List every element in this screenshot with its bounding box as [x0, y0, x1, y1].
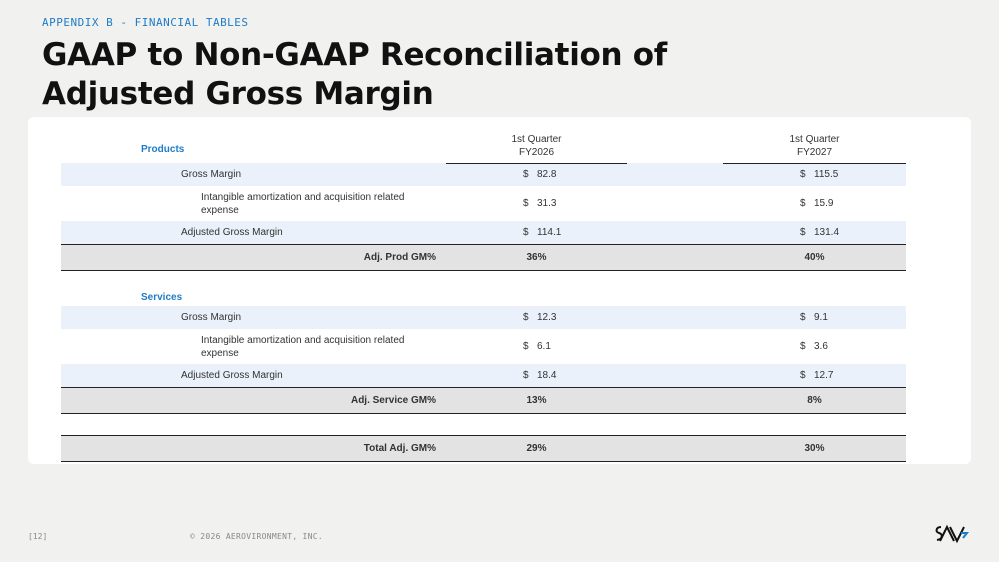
- copyright-text: © 2026 AEROVIRONMENT, INC.: [190, 532, 324, 541]
- summary-label: Adj. Service GM%: [61, 386, 446, 414]
- page-number: [12]: [28, 532, 48, 541]
- value-q1: $31.3: [523, 198, 557, 209]
- table-row: Gross Margin $82.8 $115.5: [61, 163, 906, 186]
- summary-value-q2: 40%: [723, 243, 906, 271]
- table-row: Intangible amortization and acquisition …: [61, 186, 906, 221]
- value-q1: $114.1: [446, 221, 627, 244]
- summary-row-services: Adj. Service GM% 13% 8%: [61, 386, 906, 414]
- summary-value-q2: 8%: [723, 386, 906, 414]
- reconciliation-card: Products 1st Quarter FY2026 1st Quarter …: [28, 117, 971, 464]
- products-section-label: Products: [141, 144, 185, 155]
- services-header-row: Services: [61, 283, 906, 306]
- total-value-q2: 30%: [723, 434, 906, 462]
- page-title: GAAP to Non-GAAP Reconciliation of Adjus…: [42, 37, 667, 112]
- value-q2: $3.6: [800, 341, 828, 352]
- row-label: Adjusted Gross Margin: [61, 221, 446, 244]
- value-q1: $12.3: [446, 306, 627, 329]
- total-value-q1: 29%: [446, 434, 627, 462]
- value-q2: $9.1: [723, 306, 906, 329]
- row-label: Adjusted Gross Margin: [61, 364, 446, 387]
- value-q1: $18.4: [446, 364, 627, 387]
- value-q1: $82.8: [446, 163, 627, 186]
- summary-value-q1: 36%: [446, 243, 627, 271]
- table-header-row: Products 1st Quarter FY2026 1st Quarter …: [61, 130, 906, 164]
- table-row: Gross Margin $12.3 $9.1: [61, 306, 906, 329]
- summary-value-q1: 13%: [446, 386, 627, 414]
- column-header-q2: 1st Quarter FY2027: [723, 130, 906, 164]
- column-header-q1: 1st Quarter FY2026: [446, 130, 627, 164]
- row-label: Gross Margin: [61, 163, 446, 186]
- summary-row-products: Adj. Prod GM% 36% 40%: [61, 243, 906, 271]
- reconciliation-table: Products 1st Quarter FY2026 1st Quarter …: [61, 130, 906, 462]
- summary-label: Adj. Prod GM%: [61, 243, 446, 271]
- table-row: Adjusted Gross Margin $18.4 $12.7: [61, 364, 906, 387]
- row-label: Intangible amortization and acquisition …: [201, 191, 405, 216]
- row-label: Gross Margin: [61, 306, 446, 329]
- services-section-label: Services: [141, 292, 183, 303]
- aerovironment-logo-icon: [935, 524, 970, 544]
- total-label: Total Adj. GM%: [61, 434, 446, 462]
- value-q1: $6.1: [523, 341, 551, 352]
- section-eyebrow: APPENDIX B - FINANCIAL TABLES: [42, 16, 249, 29]
- value-q2: $12.7: [723, 364, 906, 387]
- table-row: Intangible amortization and acquisition …: [61, 329, 906, 364]
- table-row: Adjusted Gross Margin $114.1 $131.4: [61, 221, 906, 244]
- value-q2: $131.4: [723, 221, 906, 244]
- value-q2: $115.5: [723, 163, 906, 186]
- row-label: Intangible amortization and acquisition …: [201, 334, 405, 359]
- value-q2: $15.9: [800, 198, 834, 209]
- summary-row-total: Total Adj. GM% 29% 30%: [61, 434, 906, 462]
